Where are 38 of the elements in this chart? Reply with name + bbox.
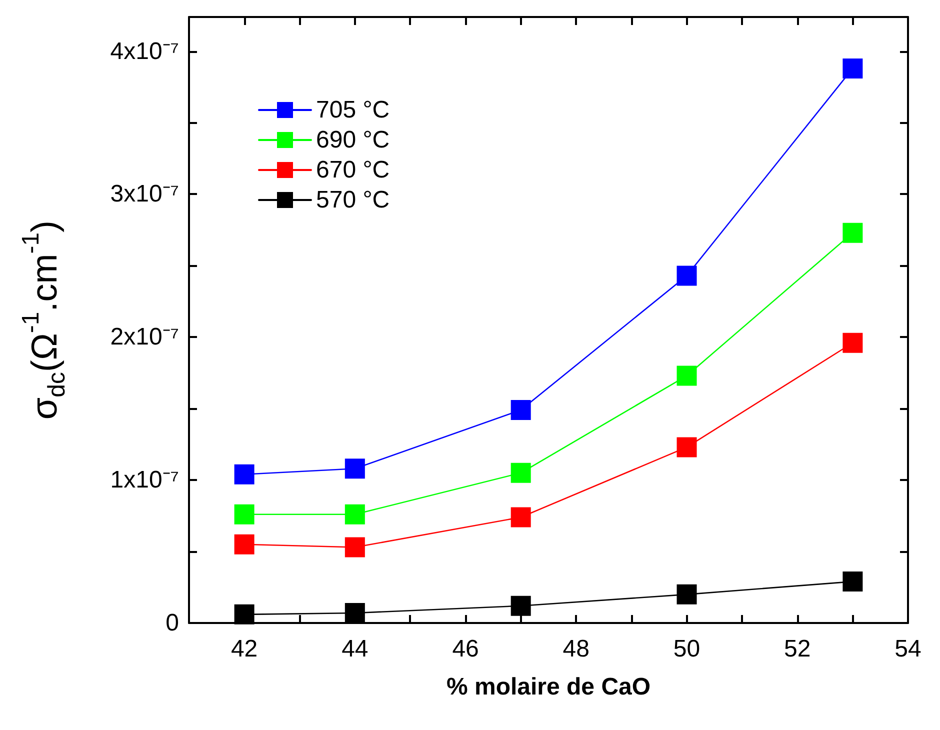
y-tick-label: 2x10⁻⁷ [110,324,179,351]
x-tick-label: 52 [784,636,811,662]
x-axis-title: % molaire de CaO [446,674,651,700]
point [344,504,365,524]
x-tick-label: 44 [342,636,368,662]
point [234,534,254,554]
point [510,507,531,528]
point [234,464,254,484]
point [234,504,254,524]
point [676,584,697,604]
legend-label: 570 °C [316,186,390,214]
point [676,437,697,458]
point [842,222,863,243]
point [676,266,697,286]
legend-label: 705 °C [316,96,390,124]
point [842,332,863,353]
point [842,58,863,78]
point [234,604,254,624]
y-axis-title: σdc(Ω-1.cm-1) [18,220,70,420]
x-tick-label: 42 [230,636,258,662]
point [344,537,365,558]
legend-label: 670 °C [316,156,390,184]
point [510,400,531,420]
x-tick-label: 48 [562,636,590,662]
y-tick-label: 0 [166,610,179,636]
point [344,602,365,623]
legend-label: 690 °C [316,126,390,154]
y-tick-label: 1x10⁻⁷ [110,466,179,494]
x-tick-label: 50 [673,636,700,662]
point [676,366,697,386]
y-tick-label: 4x10⁻⁷ [110,38,179,65]
point [842,572,863,592]
point [510,462,531,483]
point [510,596,531,616]
x-tick-label: 54 [894,636,922,662]
y-tick-label: 3x10⁻⁷ [110,180,179,208]
point [344,458,365,479]
x-tick-label: 46 [452,636,479,662]
